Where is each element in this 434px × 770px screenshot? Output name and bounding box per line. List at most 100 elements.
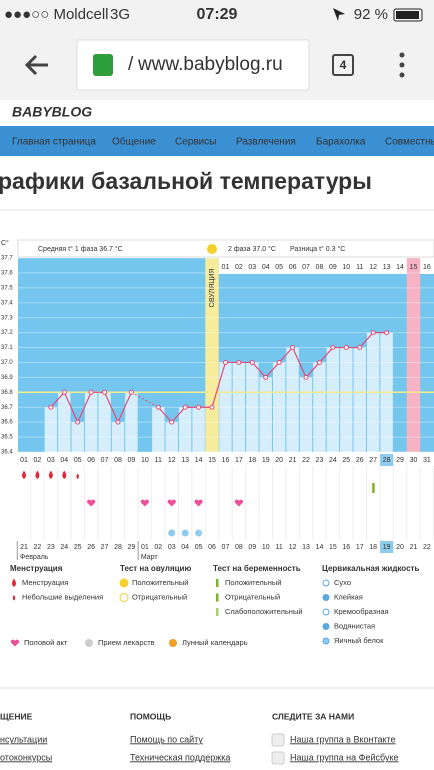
cycle-day: 02 [34,457,42,464]
phase2-row [218,258,434,274]
phase2-day: 01 [222,264,230,271]
battery-text: 92 % [354,6,388,23]
cycle-day: 15 [208,457,216,464]
cycle-day: 07 [101,457,109,464]
temp-bar [340,347,353,452]
today-date-box [379,541,394,553]
footer-link[interactable]: Наша группа в Вконтакте [290,734,396,744]
location-icon [333,8,345,21]
cycle-day: 08 [114,457,122,464]
nav-item[interactable]: Общение [112,136,156,148]
legend-title: Тест на овуляцию [120,564,191,573]
menstruation [48,470,53,479]
cycle-day: 31 [423,457,431,464]
legend-icon [216,579,219,587]
phase2-day: 10 [342,264,350,271]
clock: 07:29 [197,6,238,23]
date: 23 [47,544,55,551]
y-tick-label: 37.4 [1,300,13,306]
phase2-day: 04 [262,264,270,271]
tabs-button[interactable] [332,54,354,76]
cycle-day: 28 [383,457,391,464]
nav-item[interactable]: Сервисы [175,137,216,148]
date: 21 [20,544,28,551]
carrier: ●●●○○ Moldcell [4,6,109,23]
logo[interactable]: BABYBLOG [12,104,92,120]
month: Март [141,554,159,561]
network: 3G [110,6,130,23]
footer-link[interactable]: Наша группа на Фейсбуке [290,752,399,762]
temp-point [88,389,94,395]
y-tick-label: 37.2 [1,330,13,336]
ovulation-column [205,258,219,452]
url-box[interactable] [76,39,310,91]
legend-icon [322,608,330,616]
cycle-day: 19 [262,457,270,464]
url: www.babyblog.ru [137,54,283,75]
cycle-day: 04 [60,457,68,464]
footer-link[interactable]: Техническая поддержка [130,752,230,762]
nav-item[interactable]: Развлечения [236,137,296,148]
status-bar [0,0,434,30]
temp-point [290,345,296,351]
legend-icon [119,593,129,602]
temp-point [343,345,349,351]
menu-button[interactable] [399,52,405,78]
temp-bar [165,422,178,452]
phase2-day: 07 [302,264,310,271]
temp-bar [313,362,326,452]
cycle-day: 25 [342,457,350,464]
y-tick-label: 36.4 [1,450,13,456]
footer-link[interactable]: Помощь по сайту [130,734,203,744]
legend-item: Водянистая [334,621,375,630]
footer-title: ПОМОЩЬ [130,711,171,721]
nav-item[interactable]: Барахолка [316,137,366,148]
temp-bar [353,347,366,452]
footer-link[interactable]: отоконкурсы [0,752,52,762]
temp-point [236,359,242,365]
legend-item: Положительный [225,578,281,587]
temp-point [384,330,390,336]
cycle-day: 17 [235,457,243,464]
legend-icon [10,639,20,647]
intercourse [234,499,244,507]
legend-icon [322,637,330,645]
cycle-day: 27 [369,457,377,464]
temp-bar [98,392,111,452]
legend-icon [85,639,93,647]
temp-bar [246,362,259,452]
date: 03 [168,544,176,551]
legend-item: Сухо [334,578,351,587]
y-tick-label: 37.7 [1,256,13,262]
cycle-day: 16 [222,457,230,464]
footer-link[interactable]: нсультации [0,734,47,744]
today-box [379,454,394,466]
temp-bar [111,422,125,452]
nav-item[interactable]: Главная страница [12,137,96,148]
date: 07 [222,544,230,551]
menstruation [62,470,67,479]
temp-point [222,359,228,365]
legend-title: Цервикальная жидкость [322,564,419,573]
back-button[interactable] [24,54,48,76]
nav-item[interactable]: Совместны [385,137,434,148]
y-tick-label: 36.7 [1,405,13,411]
cycle-day: 20 [275,457,283,464]
phase2-day: 16 [423,264,431,271]
temp-point [316,359,322,365]
chart-header [17,239,434,258]
temp-bar [178,407,192,452]
date: 27 [101,544,109,551]
date: 13 [302,544,310,551]
cycle-day: 29 [396,457,404,464]
cycle-day: 01 [20,457,28,464]
legend-item: Положительный [132,578,188,587]
temp-bar [152,407,165,452]
y-tick-label: 36.9 [1,375,13,381]
page-title: рафики базальной температуры [0,168,372,194]
phase2-day: 12 [369,264,377,271]
temp-point [209,404,215,410]
nav-bar [0,126,434,156]
legend-icon [216,608,219,616]
